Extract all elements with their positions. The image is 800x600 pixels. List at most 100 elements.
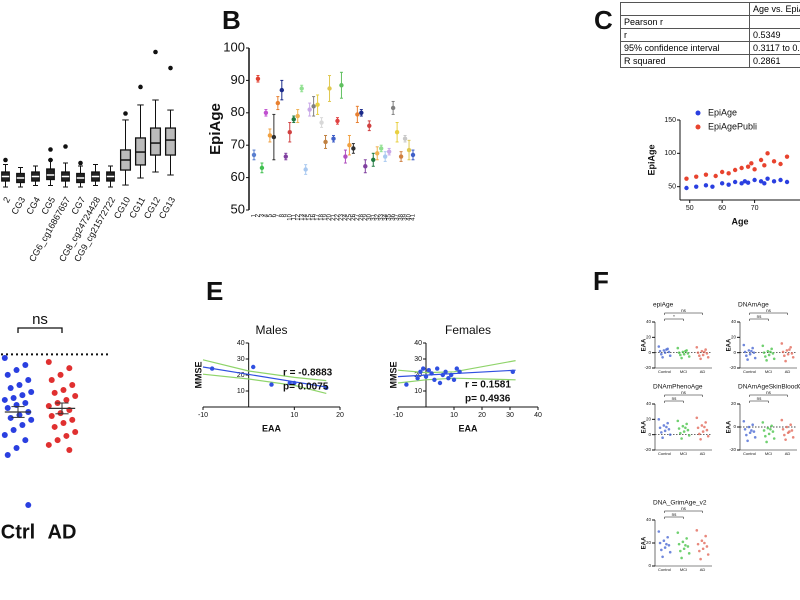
fit-line	[202, 366, 327, 388]
x-tick-label: 27	[355, 213, 361, 220]
point	[60, 387, 67, 394]
y-tick-label: 60	[231, 169, 245, 184]
legend-label: EpiAgePubli	[708, 121, 757, 131]
point	[311, 104, 316, 109]
point	[443, 369, 448, 374]
point	[418, 369, 423, 374]
point	[772, 437, 776, 440]
x-tick-label: -10	[198, 412, 208, 419]
x-tick-label: 30	[506, 412, 514, 419]
y-tick-label: -20	[644, 365, 651, 370]
chart-title: epiAge	[653, 302, 674, 309]
point	[666, 421, 669, 425]
point	[739, 165, 744, 171]
point	[283, 154, 288, 159]
y-tick-label: 150	[664, 117, 676, 124]
point	[771, 159, 777, 164]
point	[695, 416, 699, 420]
point	[390, 105, 396, 111]
point	[279, 87, 285, 93]
box	[149, 127, 162, 156]
x-tick-label: 32	[375, 213, 381, 220]
x-tick-label: 2	[256, 213, 262, 217]
y-tick-label: 0	[648, 563, 651, 568]
point	[657, 530, 661, 533]
point	[676, 531, 680, 534]
point	[745, 164, 751, 169]
point	[704, 421, 707, 424]
x-tick-label: 37	[395, 213, 401, 220]
ci-band-line	[202, 373, 327, 394]
point	[704, 534, 707, 538]
x-tick-label: 40	[407, 213, 413, 220]
point	[668, 433, 672, 436]
panel-label: F	[593, 266, 609, 296]
point	[662, 424, 666, 427]
point	[658, 426, 662, 430]
point	[682, 430, 686, 433]
point	[696, 426, 700, 430]
point	[706, 355, 710, 359]
x-tick-label: 70	[751, 205, 759, 212]
point	[363, 164, 368, 169]
point	[510, 369, 515, 374]
point	[686, 428, 690, 432]
point	[699, 437, 702, 441]
point	[705, 352, 709, 355]
point	[28, 416, 35, 423]
point	[661, 436, 664, 440]
point	[687, 434, 691, 437]
point	[703, 350, 706, 354]
outlier	[168, 65, 173, 71]
x-tick-label: Ctrl	[1, 521, 35, 543]
outlier	[48, 147, 53, 152]
point	[251, 152, 257, 158]
y-axis-label: EAA	[642, 420, 648, 433]
table-header: Age vs. EpiAge	[620, 2, 800, 16]
point	[765, 440, 768, 444]
point	[662, 539, 666, 542]
x-tick-label: 30	[367, 213, 373, 220]
significance-bracket	[749, 318, 769, 321]
x-tick-label: 8	[279, 213, 285, 217]
point	[746, 358, 749, 361]
significance-label: ns	[757, 314, 763, 319]
point	[767, 432, 771, 436]
significance-bracket	[17, 327, 63, 333]
point	[786, 352, 790, 356]
point	[713, 173, 718, 179]
significance-label: ns	[681, 390, 687, 395]
point	[22, 362, 29, 369]
point	[25, 502, 32, 509]
point	[331, 136, 336, 141]
point	[660, 548, 663, 552]
point	[743, 350, 747, 354]
y-tick-label: 20	[731, 335, 737, 340]
point	[751, 346, 754, 350]
point	[778, 177, 783, 183]
y-axis-label: EpiAge	[207, 103, 224, 155]
table-row: r 0.5349	[620, 28, 800, 42]
y-axis-label: EAA	[727, 420, 733, 433]
point	[303, 167, 308, 172]
point	[781, 428, 785, 431]
point	[696, 542, 700, 546]
point	[780, 418, 784, 422]
point	[415, 376, 420, 381]
x-tick-label: 16	[311, 213, 317, 220]
point	[60, 419, 67, 426]
point	[45, 441, 52, 448]
outlier	[78, 160, 83, 166]
y-axis-label: MMSE	[388, 362, 398, 389]
y-tick-label: 20	[646, 335, 652, 340]
point	[778, 161, 783, 167]
y-tick-label: 30	[414, 356, 422, 363]
point	[696, 351, 700, 354]
x-tick-label: 14	[303, 213, 309, 220]
x-tick-label: -10	[393, 412, 403, 419]
point	[747, 425, 751, 429]
point	[375, 151, 380, 156]
point	[785, 349, 789, 352]
point	[791, 355, 795, 359]
chart-title: Females	[445, 323, 491, 337]
